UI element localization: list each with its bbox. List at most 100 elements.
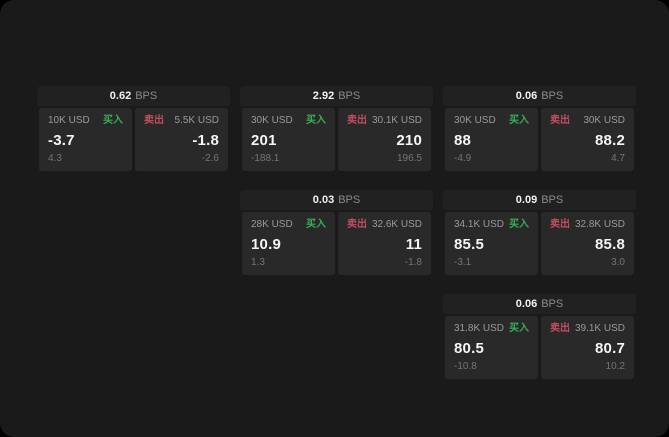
- sell-amount: 30K USD: [583, 115, 625, 126]
- buy-price: 85.5: [454, 235, 484, 253]
- quotes-grid: 0.62 BPS 10K USD 买入 -3.7 4.3 卖出 5.5K USD…: [37, 86, 636, 379]
- buy-price: -3.7: [48, 131, 75, 149]
- bps-unit: BPS: [338, 194, 361, 206]
- sell-panel[interactable]: 卖出 32.8K USD 85.8 3.0: [541, 212, 634, 275]
- buy-panel[interactable]: 34.1K USD 买入 85.5 -3.1: [445, 212, 538, 275]
- buy-side-label: 买入: [306, 115, 326, 126]
- sell-price: -1.8: [192, 131, 219, 149]
- buy-change: -3.1: [454, 257, 472, 268]
- buy-panel-top: 30K USD 买入: [251, 115, 326, 127]
- bps-unit: BPS: [541, 90, 564, 102]
- buy-panel[interactable]: 10K USD 买入 -3.7 4.3: [39, 108, 132, 171]
- sell-change: 10.2: [605, 361, 625, 372]
- buy-price: 201: [251, 131, 277, 149]
- sell-side-label: 卖出: [550, 219, 570, 230]
- sell-side-label: 卖出: [550, 323, 570, 334]
- sell-change: 4.7: [611, 153, 625, 164]
- sell-panel[interactable]: 卖出 30.1K USD 210 196.5: [338, 108, 431, 171]
- sell-side-label: 卖出: [347, 219, 367, 230]
- sell-change: -2.6: [201, 153, 219, 164]
- quote-body: 10K USD 买入 -3.7 4.3 卖出 5.5K USD -1.8 -2.…: [37, 108, 230, 171]
- buy-change: -4.9: [454, 153, 472, 164]
- buy-panel-top: 34.1K USD 买入: [454, 219, 529, 231]
- buy-panel[interactable]: 31.8K USD 买入 80.5 -10.8: [445, 316, 538, 379]
- sell-panel-top: 卖出 39.1K USD: [550, 323, 625, 335]
- quote-card: 0.62 BPS 10K USD 买入 -3.7 4.3 卖出 5.5K USD…: [37, 86, 230, 171]
- buy-change: -10.8: [454, 361, 477, 372]
- bps-unit: BPS: [338, 90, 361, 102]
- sell-amount: 32.6K USD: [371, 219, 422, 230]
- quote-body: 34.1K USD 买入 85.5 -3.1 卖出 32.8K USD 85.8…: [443, 212, 636, 275]
- bps-header: 0.62 BPS: [37, 86, 230, 106]
- bps-value: 0.03: [312, 194, 335, 206]
- sell-panel[interactable]: 卖出 5.5K USD -1.8 -2.6: [135, 108, 228, 171]
- sell-panel[interactable]: 卖出 39.1K USD 80.7 10.2: [541, 316, 634, 379]
- sell-amount: 39.1K USD: [574, 323, 625, 334]
- bps-unit: BPS: [135, 90, 158, 102]
- sell-price: 11: [405, 235, 422, 253]
- sell-change: -1.8: [404, 257, 422, 268]
- bps-header: 0.06 BPS: [443, 294, 636, 314]
- sell-panel[interactable]: 卖出 30K USD 88.2 4.7: [541, 108, 634, 171]
- buy-amount: 30K USD: [454, 115, 496, 126]
- sell-panel[interactable]: 卖出 32.6K USD 11 -1.8: [338, 212, 431, 275]
- quote-body: 28K USD 买入 10.9 1.3 卖出 32.6K USD 11 -1.8: [240, 212, 433, 275]
- bps-value: 0.06: [515, 298, 538, 310]
- buy-side-label: 买入: [509, 323, 529, 334]
- sell-price: 80.7: [595, 339, 625, 357]
- bps-header: 0.03 BPS: [240, 190, 433, 210]
- quote-body: 31.8K USD 买入 80.5 -10.8 卖出 39.1K USD 80.…: [443, 316, 636, 379]
- buy-panel[interactable]: 30K USD 买入 88 -4.9: [445, 108, 538, 171]
- quote-card: 2.92 BPS 30K USD 买入 201 -188.1 卖出 30.1K …: [240, 86, 433, 171]
- buy-amount: 31.8K USD: [454, 323, 505, 334]
- buy-amount: 10K USD: [48, 115, 90, 126]
- bps-unit: BPS: [541, 298, 564, 310]
- buy-side-label: 买入: [509, 115, 529, 126]
- quote-card: 0.06 BPS 30K USD 买入 88 -4.9 卖出 30K USD 8…: [443, 86, 636, 171]
- buy-price: 10.9: [251, 235, 281, 253]
- sell-price: 85.8: [595, 235, 625, 253]
- sell-side-label: 卖出: [144, 115, 164, 126]
- buy-amount: 30K USD: [251, 115, 293, 126]
- buy-change: 4.3: [48, 153, 62, 164]
- sell-change: 196.5: [396, 153, 422, 164]
- buy-amount: 28K USD: [251, 219, 293, 230]
- buy-change: 1.3: [251, 257, 265, 268]
- sell-price: 88.2: [595, 131, 625, 149]
- sell-amount: 30.1K USD: [371, 115, 422, 126]
- sell-side-label: 卖出: [347, 115, 367, 126]
- quote-body: 30K USD 买入 201 -188.1 卖出 30.1K USD 210 1…: [240, 108, 433, 171]
- buy-panel[interactable]: 28K USD 买入 10.9 1.3: [242, 212, 335, 275]
- buy-panel-top: 28K USD 买入: [251, 219, 326, 231]
- buy-price: 88: [454, 131, 472, 149]
- bps-value: 2.92: [312, 90, 335, 102]
- sell-price: 210: [396, 131, 422, 149]
- bps-unit: BPS: [541, 194, 564, 206]
- sell-panel-top: 卖出 5.5K USD: [144, 115, 219, 127]
- sell-panel-top: 卖出 30K USD: [550, 115, 625, 127]
- buy-panel-top: 31.8K USD 买入: [454, 323, 529, 335]
- bps-value: 0.06: [515, 90, 538, 102]
- buy-change: -188.1: [251, 153, 280, 164]
- quote-card: 0.03 BPS 28K USD 买入 10.9 1.3 卖出 32.6K US…: [240, 190, 433, 275]
- sell-amount: 5.5K USD: [174, 115, 219, 126]
- bps-value: 0.62: [109, 90, 132, 102]
- buy-panel-top: 30K USD 买入: [454, 115, 529, 127]
- bps-header: 2.92 BPS: [240, 86, 433, 106]
- bps-value: 0.09: [515, 194, 538, 206]
- buy-side-label: 买入: [509, 219, 529, 230]
- buy-panel-top: 10K USD 买入: [48, 115, 123, 127]
- buy-price: 80.5: [454, 339, 484, 357]
- quote-body: 30K USD 买入 88 -4.9 卖出 30K USD 88.2 4.7: [443, 108, 636, 171]
- bps-header: 0.06 BPS: [443, 86, 636, 106]
- quote-card: 0.09 BPS 34.1K USD 买入 85.5 -3.1 卖出 32.8K…: [443, 190, 636, 275]
- sell-panel-top: 卖出 30.1K USD: [347, 115, 422, 127]
- buy-side-label: 买入: [306, 219, 326, 230]
- buy-amount: 34.1K USD: [454, 219, 505, 230]
- buy-side-label: 买入: [103, 115, 123, 126]
- sell-side-label: 卖出: [550, 115, 570, 126]
- sell-change: 3.0: [611, 257, 625, 268]
- sell-amount: 32.8K USD: [574, 219, 625, 230]
- buy-panel[interactable]: 30K USD 买入 201 -188.1: [242, 108, 335, 171]
- bps-header: 0.09 BPS: [443, 190, 636, 210]
